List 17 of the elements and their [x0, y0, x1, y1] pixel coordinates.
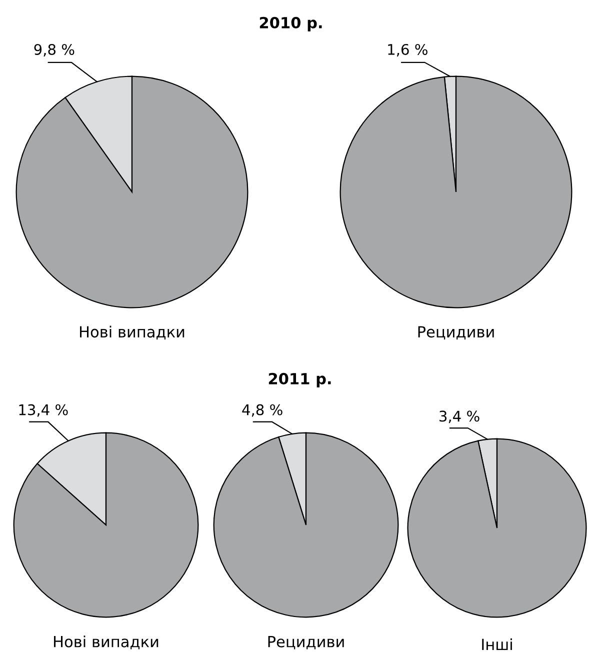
data-label: 9,8 %	[34, 44, 74, 56]
text: Нові випадки	[54, 636, 158, 650]
pie-slice	[340, 76, 572, 308]
text: Нові випадки	[80, 326, 184, 340]
pie-slice	[407, 438, 587, 618]
text: Рецидиви	[418, 326, 494, 340]
pie-slice	[13, 432, 199, 618]
data-label: 3,4 %	[440, 410, 480, 424]
data-label: 4,8 %	[242, 404, 282, 417]
text: 2010 р.	[260, 16, 322, 32]
text: Інші	[482, 638, 512, 650]
text: Рецидиви	[268, 636, 344, 650]
data-label: 1,6 %	[388, 44, 428, 56]
data-label: 13,4 %	[19, 404, 68, 417]
chart-title: 2011 р.	[268, 372, 331, 388]
pie-slice	[16, 76, 248, 308]
pie-slice	[213, 432, 399, 618]
